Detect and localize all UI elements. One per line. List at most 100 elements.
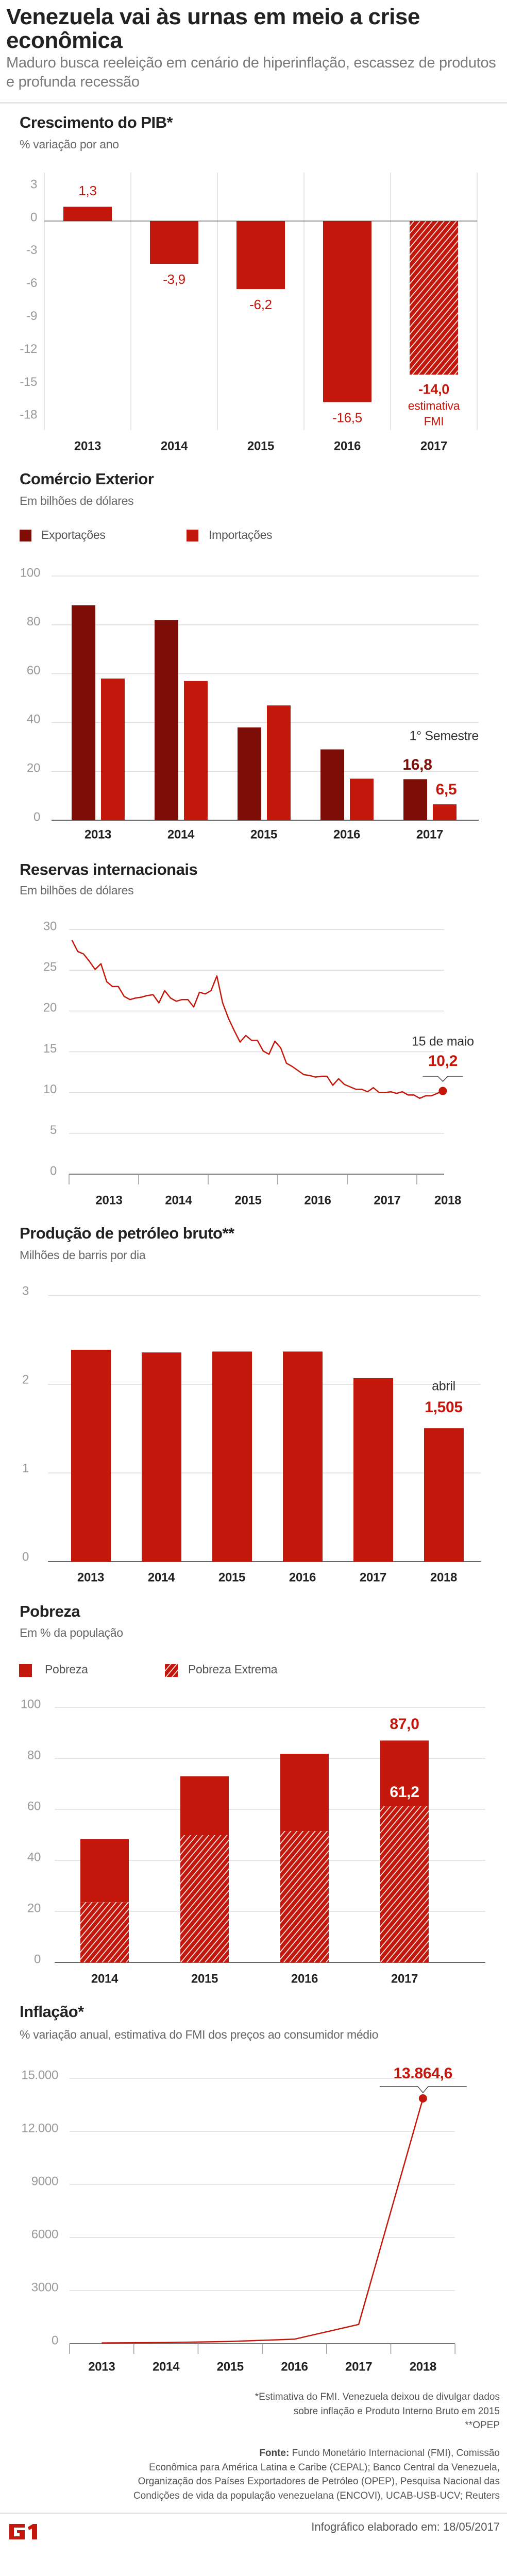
legend-label: Importações	[209, 528, 272, 541]
x-tick-label: 2014	[161, 439, 188, 453]
footnote-line: *Estimativa do FMI. Venezuela deixou de …	[255, 2392, 500, 2402]
bar-pobreza-extrema	[80, 1902, 129, 1962]
y-tick-label: 100	[20, 566, 40, 580]
bar	[142, 1352, 181, 1562]
source-line: Econômica para América Latina e Caribe (…	[149, 2462, 500, 2473]
x-tick-label: 2016	[334, 439, 361, 453]
bar	[71, 1349, 111, 1562]
y-tick-label: 20	[43, 1001, 57, 1015]
data-label: 16,8	[402, 756, 432, 773]
x-tick-label: 2016	[281, 2360, 308, 2374]
y-tick-label: -15	[20, 375, 37, 389]
footnotes: *Estimativa do FMI. Venezuela deixou de …	[36, 2390, 500, 2433]
page-subtitle: Maduro busca reeleição em cenário de hip…	[6, 55, 496, 90]
chart-subtitle-reservas: Em bilhões de dólares	[20, 884, 134, 897]
y-tick-label: 60	[27, 1799, 41, 1813]
x-tick-label: 2017	[416, 827, 443, 841]
charts-canvas: 30-3-6-9-12-15-181,32013-3,92014-6,22015…	[19, 173, 485, 2374]
y-tick-label: 20	[27, 1901, 41, 1915]
chart-petroleo: 0 1 2 3 2013 2014 2015 2016 2017 2018 abril 1,505	[22, 1284, 481, 1584]
y-tick-label: 80	[27, 1748, 41, 1762]
annotation-label: 1° Semestre	[409, 729, 479, 743]
sources: Fonte: Fundo Monetário Internacional (FM…	[21, 2446, 500, 2503]
bar	[212, 1351, 252, 1562]
callout-line	[422, 1076, 463, 1082]
y-tick-label: -3	[26, 243, 37, 257]
source-label: Fonte:	[259, 2448, 290, 2459]
y-tick-label: 3	[30, 177, 37, 191]
x-tick-label: 2017	[420, 439, 447, 453]
x-tick-label: 2014	[148, 1570, 175, 1584]
chart-title-comercio: Comércio Exterior	[20, 470, 154, 488]
end-point	[438, 1087, 447, 1095]
end-point	[418, 2094, 427, 2103]
divider	[0, 2513, 507, 2514]
data-label: 87,0	[390, 1716, 419, 1733]
chart-subtitle-petroleo: Milhões de barris por dia	[20, 1248, 146, 1262]
g1-logo	[9, 2524, 37, 2539]
y-tick-label: -12	[20, 342, 37, 356]
x-tick-label: 2018	[430, 1570, 457, 1584]
x-tick-label: 2016	[304, 1193, 331, 1207]
bar	[353, 1378, 393, 1562]
legend-label: Exportações	[41, 528, 106, 541]
bar	[283, 1351, 323, 1562]
bar-importacoes	[350, 778, 374, 820]
x-tick-label: 2016	[289, 1570, 316, 1584]
chart-pib: 3 0 -3 -6 -9 -12 -15 -18 1,3 2013 -3,9 2014 -6,2 2015…	[20, 173, 478, 453]
x-tick-label: 2017	[391, 1972, 418, 1986]
bar	[410, 221, 458, 375]
data-label: -16,5	[332, 410, 362, 425]
y-tick-label: 25	[43, 960, 57, 974]
y-tick-label: 10	[43, 1082, 57, 1096]
y-tick-label: 40	[27, 713, 40, 726]
y-tick-label: 100	[21, 1697, 41, 1711]
bar-importacoes	[433, 804, 457, 820]
legend-swatch	[19, 1664, 32, 1677]
annotation-label: estimativa	[408, 399, 460, 412]
y-tick-label: 15	[43, 1042, 57, 1056]
y-tick-label: 0	[52, 2333, 58, 2347]
y-tick-label: 5	[50, 1123, 57, 1137]
y-tick-label: 3000	[31, 2280, 58, 2294]
chart-title-reservas: Reservas internacionais	[20, 860, 198, 878]
y-tick-label: 60	[27, 664, 40, 677]
chart-title-petroleo: Produção de petróleo bruto**	[20, 1224, 234, 1242]
bar-exportacoes	[403, 779, 427, 820]
x-tick-label: 2014	[167, 827, 195, 841]
chart-pobreza: 0 20 40 60 80 100 2014 2015 2016 2017 87,0 61,2 Pobr…	[19, 1663, 485, 1986]
x-tick-label: 2015	[218, 1570, 245, 1584]
y-tick-label: 0	[33, 810, 40, 824]
y-tick-label: 0	[22, 1550, 29, 1564]
x-tick-label: 2014	[153, 2360, 180, 2374]
chart-subtitle-inflacao: % variação anual, estimativa do FMI dos …	[20, 2028, 379, 2041]
data-label: -3,9	[163, 272, 185, 287]
footnote-line: sobre inflação e Produto Interno Bruto e…	[293, 2405, 500, 2417]
y-tick-label: 15.000	[21, 2068, 58, 2082]
bar-pobreza	[80, 1839, 129, 1903]
y-tick-label: 12.000	[21, 2121, 58, 2135]
bar-pobreza	[380, 1740, 429, 1807]
x-tick-label: 2015	[234, 1193, 261, 1207]
bar-pobreza	[280, 1754, 329, 1832]
annotation-label: 15 de maio	[412, 1035, 474, 1049]
x-tick-label: 2016	[291, 1972, 318, 1986]
data-label: -6,2	[249, 297, 272, 312]
legend-label: Pobreza	[45, 1663, 88, 1676]
x-tick-label: 2013	[95, 1193, 122, 1207]
callout-line	[379, 2086, 467, 2093]
annotation-value: 1,505	[425, 1399, 463, 1416]
legend-swatch	[20, 530, 31, 541]
annotation-value: 13.864,6	[394, 2065, 452, 2082]
x-tick-label: 2018	[410, 2360, 436, 2374]
bar-exportacoes	[155, 620, 178, 820]
annotation-value: 10,2	[428, 1053, 458, 1070]
bar-exportacoes	[72, 605, 95, 820]
series-line	[71, 940, 443, 1099]
data-label: 1,3	[78, 183, 96, 198]
divider	[0, 102, 507, 104]
source-line: Fundo Monetário Internacional (FMI), Com…	[289, 2448, 500, 2459]
chart-reservas: 0 5 10 15 20 25 30 2013 2014 2015 2016 2017 2018 15 d…	[43, 919, 474, 1207]
x-tick-label: 2013	[84, 827, 111, 841]
bar	[150, 221, 198, 264]
